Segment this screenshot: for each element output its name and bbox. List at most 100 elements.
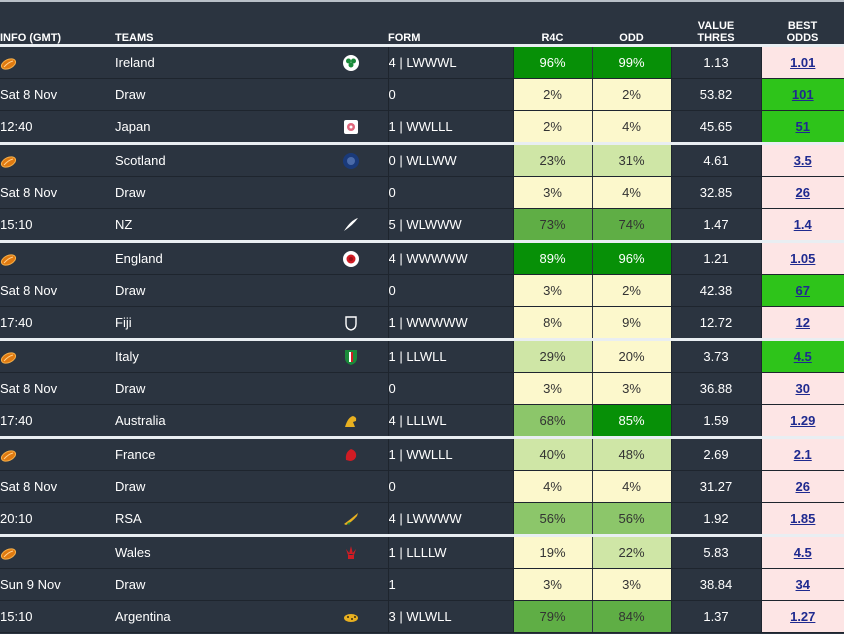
odd-value: 31% <box>591 142 671 177</box>
table-row: Sat 8 Nov Draw 0 3% 4% 32.85 26 <box>0 176 844 209</box>
team-crest <box>315 78 389 111</box>
best-odds-link[interactable]: 12 <box>795 315 810 330</box>
best-odds-link[interactable]: 26 <box>795 479 810 494</box>
value-thres: 1.92 <box>670 502 761 536</box>
table-row: England 4 | WWWWW 89% 96% 1.21 1.05 <box>0 240 844 275</box>
form-value: 0 | WLLWW <box>388 142 514 177</box>
fiji-crest-icon <box>342 314 360 332</box>
value-thres: 42.38 <box>670 274 761 307</box>
best-odds-link[interactable]: 67 <box>795 283 810 298</box>
rugby-ball-icon <box>0 57 17 70</box>
odd-value: 96% <box>591 240 671 275</box>
match-time: 17:40 <box>0 306 115 340</box>
ireland-shamrock-icon <box>342 54 360 72</box>
header-info: INFO (GMT) <box>0 0 115 46</box>
rugby-ball-icon <box>0 155 17 168</box>
table-row: Sat 8 Nov Draw 0 2% 2% 53.82 101 <box>0 78 844 111</box>
odd-value: 2% <box>591 274 671 307</box>
header-form: FORM <box>388 0 513 46</box>
best-odds-link[interactable]: 1.4 <box>793 217 812 232</box>
best-odds-cell: 30 <box>760 372 844 405</box>
header-teams: TEAMS <box>115 0 315 46</box>
team-name: Draw <box>115 470 315 503</box>
team-name: RSA <box>115 502 315 536</box>
team-crest <box>315 502 389 536</box>
r4c-value: 4% <box>513 470 592 503</box>
best-odds-link[interactable]: 4.5 <box>793 349 812 364</box>
value-thres: 2.69 <box>670 436 761 471</box>
odd-value: 2% <box>591 78 671 111</box>
value-thres: 31.27 <box>670 470 761 503</box>
best-odds-cell: 51 <box>760 110 844 144</box>
header-r4c: R4C <box>513 0 592 46</box>
best-odds-cell: 1.85 <box>760 502 844 536</box>
form-value: 4 | LLLWL <box>388 404 514 438</box>
best-odds-link[interactable]: 1.85 <box>790 511 816 526</box>
best-odds-cell: 4.5 <box>760 534 844 569</box>
value-thres: 45.65 <box>670 110 761 144</box>
australia-wallaby-icon <box>342 412 360 430</box>
rugby-ball-icon-cell <box>0 338 115 373</box>
argentina-jaguar-icon <box>342 608 360 626</box>
odd-value: 4% <box>591 470 671 503</box>
best-odds-link[interactable]: 1.05 <box>790 251 816 266</box>
rugby-ball-icon-cell <box>0 44 115 79</box>
table-row: Sat 8 Nov Draw 0 3% 3% 36.88 30 <box>0 372 844 405</box>
best-odds-link[interactable]: 3.5 <box>793 153 812 168</box>
best-odds-link[interactable]: 4.5 <box>793 545 812 560</box>
match-date: Sun 9 Nov <box>0 568 115 601</box>
best-odds-link[interactable]: 51 <box>795 119 810 134</box>
form-value: 4 | LWWWW <box>388 502 514 536</box>
table-row: Wales 1 | LLLLW 19% 22% 5.83 4.5 <box>0 534 844 569</box>
best-odds-link[interactable]: 30 <box>795 381 810 396</box>
odd-value: 84% <box>591 600 671 633</box>
table-body: Ireland 4 | LWWWL 96% 99% 1.13 1.01 Sat … <box>0 44 844 633</box>
odd-value: 74% <box>591 208 671 242</box>
odd-value: 22% <box>591 534 671 569</box>
best-odds-link[interactable]: 1.29 <box>790 413 816 428</box>
header-odd: ODD <box>592 0 671 46</box>
team-crest <box>315 404 389 438</box>
match-date: Sat 8 Nov <box>0 78 115 111</box>
table-row: Sat 8 Nov Draw 0 4% 4% 31.27 26 <box>0 470 844 503</box>
france-rooster-icon <box>342 446 360 464</box>
best-odds-link[interactable]: 101 <box>791 87 814 102</box>
team-name: Draw <box>115 176 315 209</box>
odd-value: 3% <box>591 372 671 405</box>
team-name: Draw <box>115 274 315 307</box>
best-odds-link[interactable]: 1.01 <box>790 55 816 70</box>
r4c-value: 3% <box>513 274 592 307</box>
match-time: 15:10 <box>0 208 115 242</box>
best-odds-cell: 2.1 <box>760 436 844 471</box>
best-odds-cell: 1.01 <box>760 44 844 79</box>
table-row: 15:10 Argentina 3 | WLWLL 79% 84% 1.37 1… <box>0 600 844 633</box>
r4c-value: 40% <box>513 436 592 471</box>
value-thres: 5.83 <box>670 534 761 569</box>
best-odds-link[interactable]: 2.1 <box>793 447 812 462</box>
header-value-thres: VALUE THRES <box>671 0 761 46</box>
rugby-ball-icon <box>0 449 17 462</box>
value-thres: 4.61 <box>670 142 761 177</box>
form-value: 1 | LLLLW <box>388 534 514 569</box>
table-row: Scotland 0 | WLLWW 23% 31% 4.61 3.5 <box>0 142 844 177</box>
best-odds-link[interactable]: 34 <box>795 577 810 592</box>
rugby-ball-icon <box>0 547 17 560</box>
form-value: 1 | LLWLL <box>388 338 514 373</box>
team-crest <box>315 436 389 471</box>
best-odds-link[interactable]: 26 <box>795 185 810 200</box>
odd-value: 99% <box>591 44 671 79</box>
odd-value: 85% <box>591 404 671 438</box>
header-crest <box>315 0 388 46</box>
odd-value: 9% <box>591 306 671 340</box>
best-odds-cell: 1.27 <box>760 600 844 633</box>
best-odds-link[interactable]: 1.27 <box>790 609 816 624</box>
team-name: Draw <box>115 78 315 111</box>
team-name: Wales <box>115 534 315 569</box>
best-odds-cell: 3.5 <box>760 142 844 177</box>
rugby-ball-icon-cell <box>0 436 115 471</box>
r4c-value: 56% <box>513 502 592 536</box>
value-thres: 36.88 <box>670 372 761 405</box>
italy-crest-icon <box>342 348 360 366</box>
team-name: Fiji <box>115 306 315 340</box>
